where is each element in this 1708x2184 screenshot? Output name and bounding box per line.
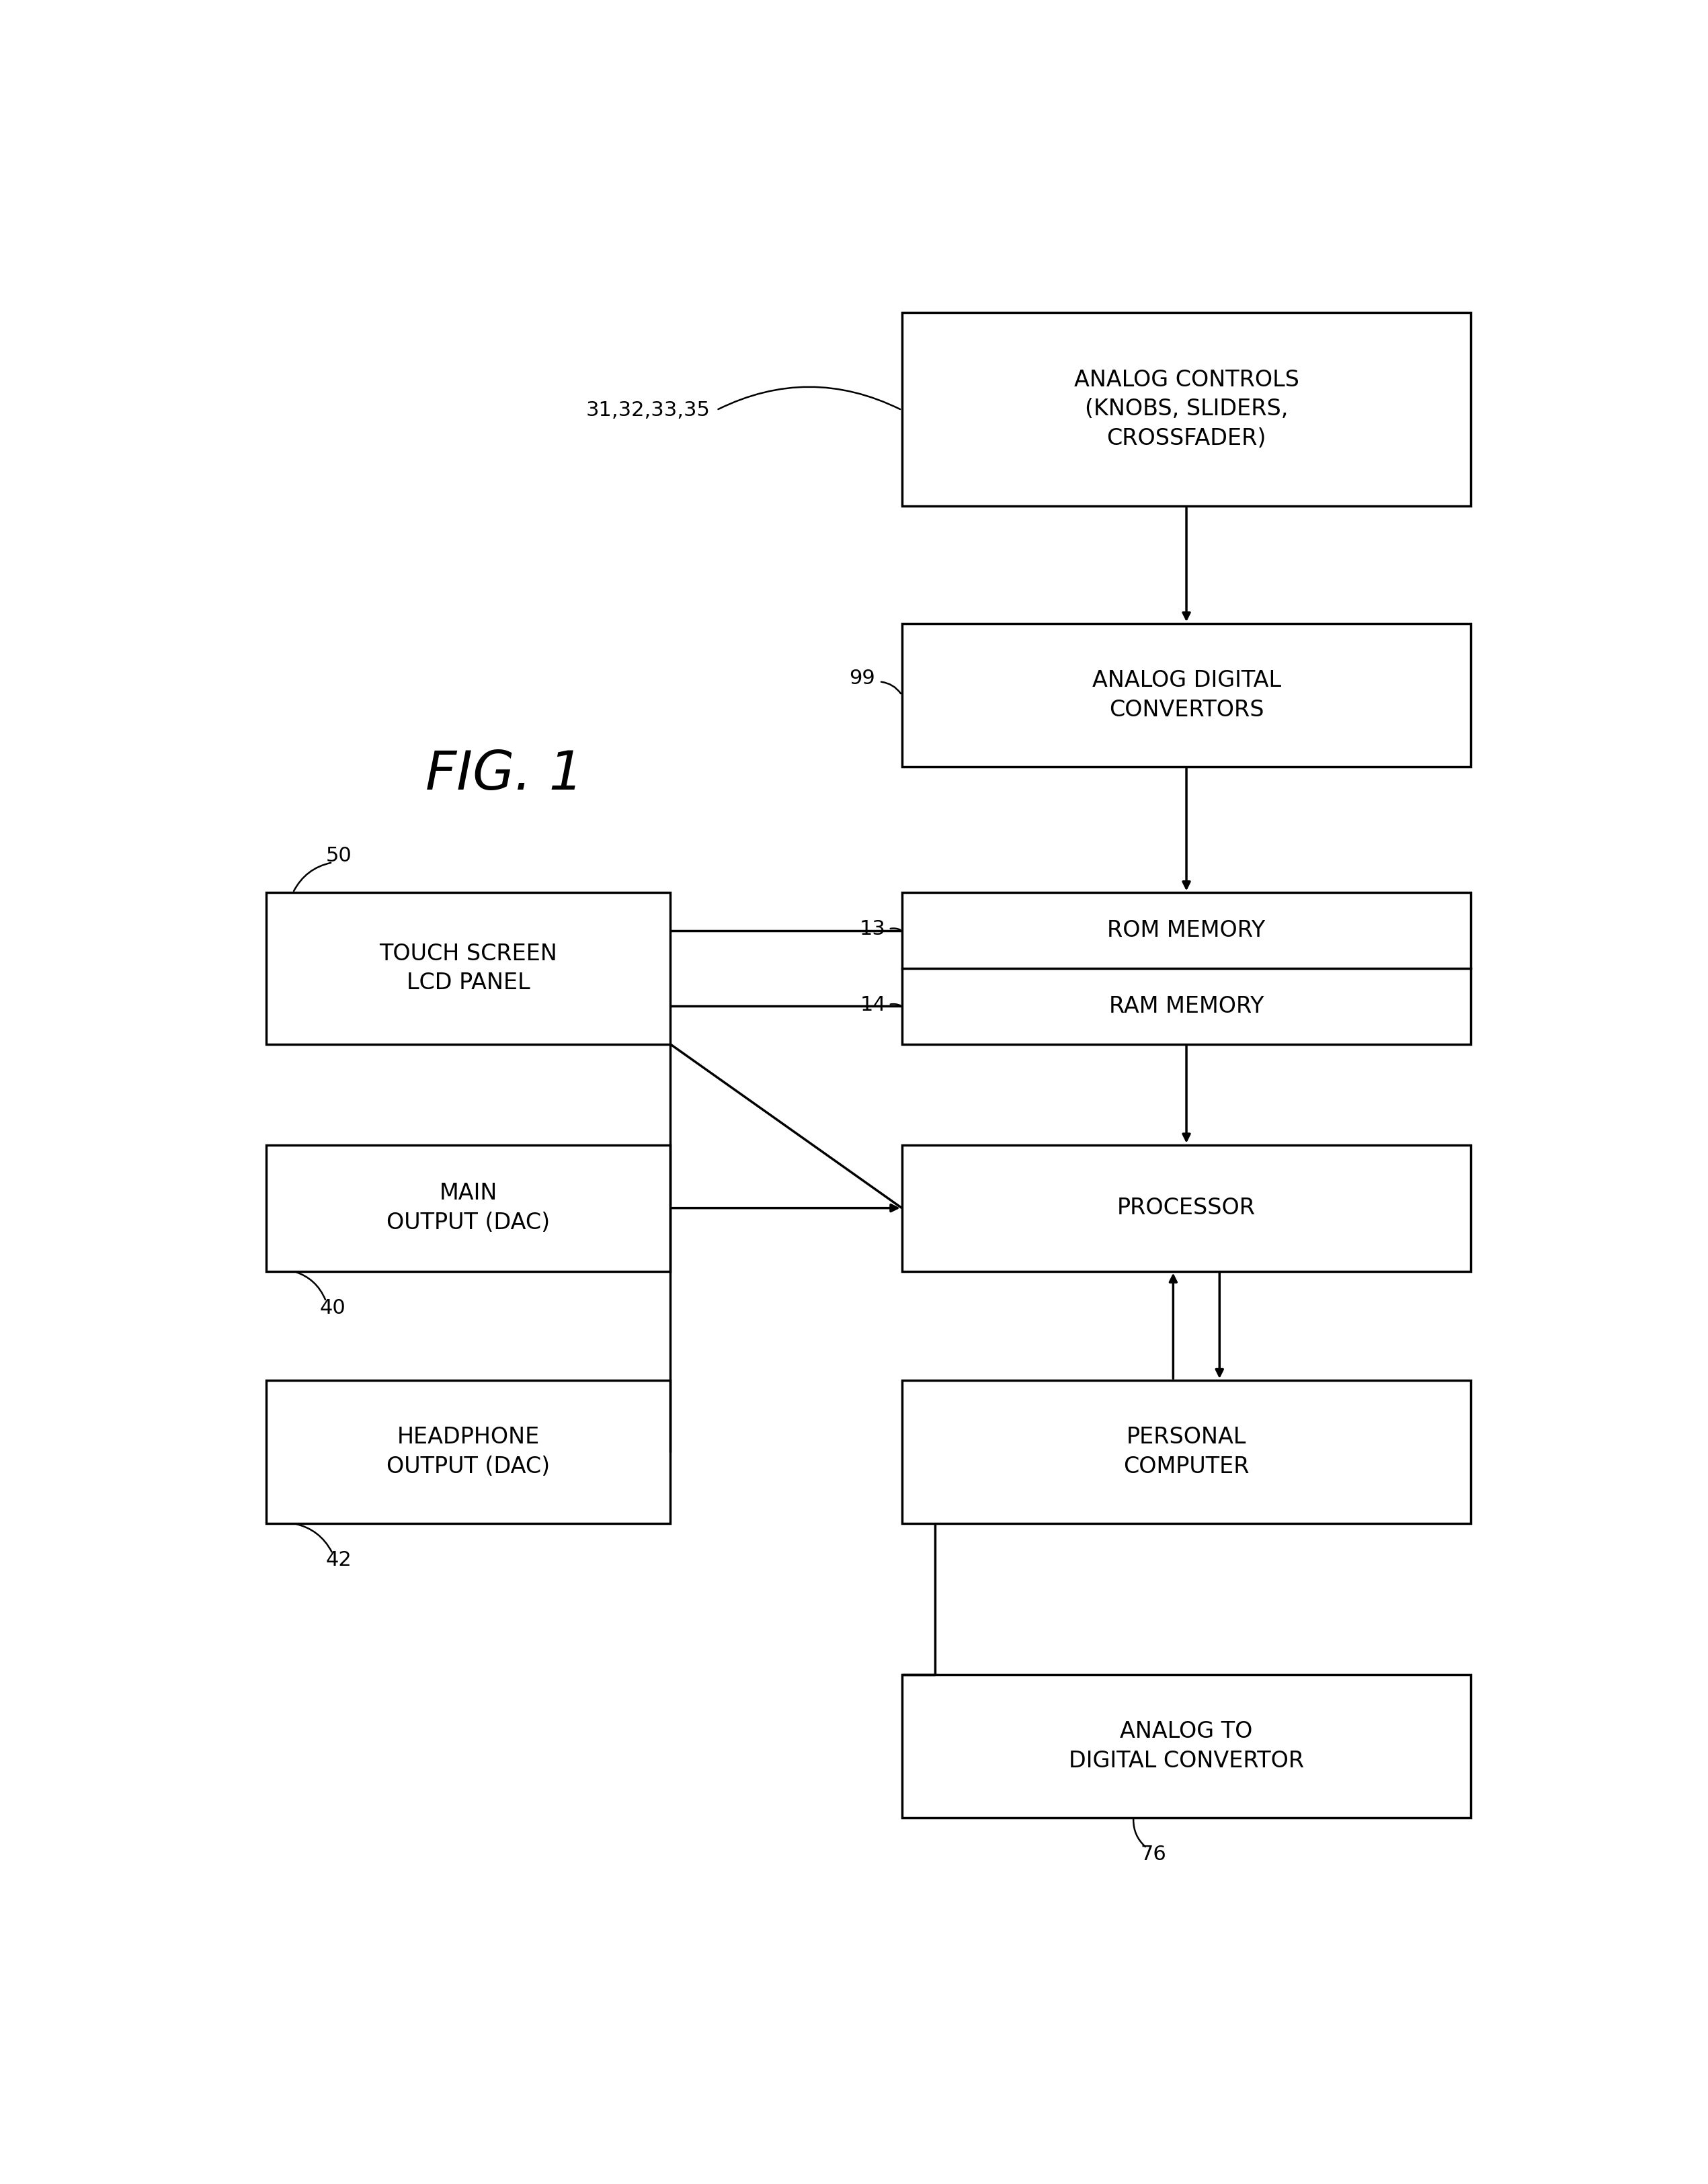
- Text: ANALOG DIGITAL
CONVERTORS: ANALOG DIGITAL CONVERTORS: [1091, 670, 1281, 721]
- Text: TOUCH SCREEN
LCD PANEL: TOUCH SCREEN LCD PANEL: [379, 943, 557, 994]
- Bar: [902, 312, 1471, 507]
- Text: HEADPHONE
OUTPUT (DAC): HEADPHONE OUTPUT (DAC): [386, 1426, 550, 1479]
- Text: 14: 14: [859, 996, 886, 1013]
- Text: 50: 50: [326, 845, 352, 865]
- Bar: [266, 893, 670, 1044]
- Text: ANALOG TO
DIGITAL CONVERTOR: ANALOG TO DIGITAL CONVERTOR: [1069, 1721, 1305, 1771]
- Bar: [902, 893, 1471, 1044]
- Text: ROM MEMORY: ROM MEMORY: [1107, 919, 1266, 941]
- Text: MAIN
OUTPUT (DAC): MAIN OUTPUT (DAC): [386, 1182, 550, 1234]
- Text: 42: 42: [326, 1551, 352, 1570]
- Text: PERSONAL
COMPUTER: PERSONAL COMPUTER: [1124, 1426, 1250, 1479]
- Text: 13: 13: [859, 919, 886, 939]
- Bar: [266, 1380, 670, 1524]
- Text: PROCESSOR: PROCESSOR: [1117, 1197, 1255, 1219]
- Bar: [266, 1144, 670, 1271]
- Text: 99: 99: [849, 668, 874, 688]
- Bar: [902, 1675, 1471, 1817]
- Bar: [902, 625, 1471, 767]
- Text: 31,32,33,35: 31,32,33,35: [586, 400, 711, 419]
- Bar: [902, 1144, 1471, 1271]
- Text: 76: 76: [1141, 1845, 1167, 1865]
- Bar: [902, 1380, 1471, 1524]
- Text: FIG. 1: FIG. 1: [425, 749, 584, 802]
- Text: RAM MEMORY: RAM MEMORY: [1108, 996, 1264, 1018]
- Text: ANALOG CONTROLS
(KNOBS, SLIDERS,
CROSSFADER): ANALOG CONTROLS (KNOBS, SLIDERS, CROSSFA…: [1074, 369, 1300, 450]
- Text: 40: 40: [319, 1297, 345, 1317]
